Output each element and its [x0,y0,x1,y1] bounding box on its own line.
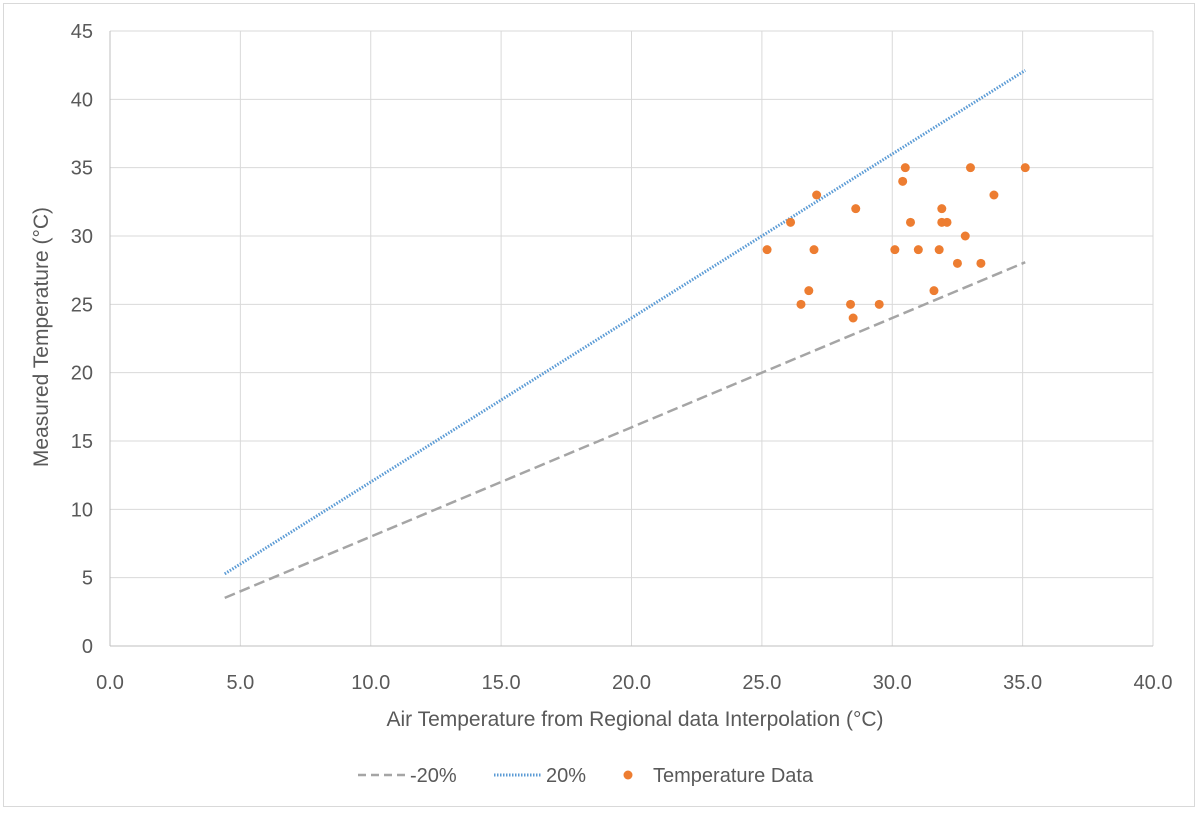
x-tick-label: 10.0 [351,672,390,694]
gridlines [110,30,1154,646]
data-point [1020,163,1030,173]
data-point [989,190,999,200]
data-point [809,245,819,255]
data-point [942,217,952,227]
data-point [976,258,986,268]
y-tick-label: 30 [71,226,93,248]
data-point [900,163,910,173]
y-tick-label: 10 [71,499,93,521]
data-point [960,231,970,241]
y-tick-label: 25 [71,294,93,316]
y-tick-label: 40 [71,89,93,111]
y-tick-label: 20 [71,363,93,385]
data-point [934,245,944,255]
y-axis-title: Measured Temperature (°C) [30,207,53,467]
data-point [913,245,923,255]
x-tick-label: 20.0 [612,672,651,694]
data-point [846,299,856,309]
data-point [906,217,916,227]
x-tick-label: 15.0 [482,672,521,694]
x-tick-label: 25.0 [742,672,781,694]
tick-labels: 0.0 5.0 10.0 15.0 20.0 25.0 30.0 35.0 40.0 0 5 10 15… [71,21,1173,694]
data-point [965,163,975,173]
data-point [890,245,900,255]
data-point [812,190,822,200]
data-point [804,286,814,296]
data-point [848,313,858,323]
x-tick-label: 35.0 [1003,672,1042,694]
y-tick-label: 0 [82,636,93,658]
y-tick-label: 15 [71,431,93,453]
data-point [786,217,796,227]
legend-swatch-temperature-data [623,770,633,780]
data-point [796,299,806,309]
x-tick-label: 30.0 [873,672,912,694]
y-tick-label: 45 [71,21,93,43]
scatter-chart: 0.0 5.0 10.0 15.0 20.0 25.0 30.0 35.0 40.0 0 5 10 15… [30,21,1173,787]
series-layer [223,69,1030,600]
data-point [898,176,908,186]
data-point [929,286,939,296]
legend-label: -20% [410,765,457,787]
legend-label: Temperature Data [653,765,814,787]
y-tick-label: 35 [71,158,93,180]
y-tick-label: 5 [82,568,93,590]
data-point [874,299,884,309]
legend-label: 20% [546,765,586,787]
series-line-minus-20-percent [224,261,1026,600]
axes [109,31,1153,647]
x-tick-label: 0.0 [96,672,124,694]
series-line-plus-20-percent [223,69,1027,576]
legend: -20% 20% Temperature Data [358,765,814,787]
data-point [762,245,772,255]
chart-frame: 0.0 5.0 10.0 15.0 20.0 25.0 30.0 35.0 40.0 0 5 10 15… [3,3,1195,807]
data-point [937,204,947,214]
data-point [952,258,962,268]
x-axis-title: Air Temperature from Regional data Inter… [386,708,883,731]
x-tick-label: 40.0 [1134,672,1173,694]
x-tick-label: 5.0 [226,672,254,694]
data-point [851,204,861,214]
